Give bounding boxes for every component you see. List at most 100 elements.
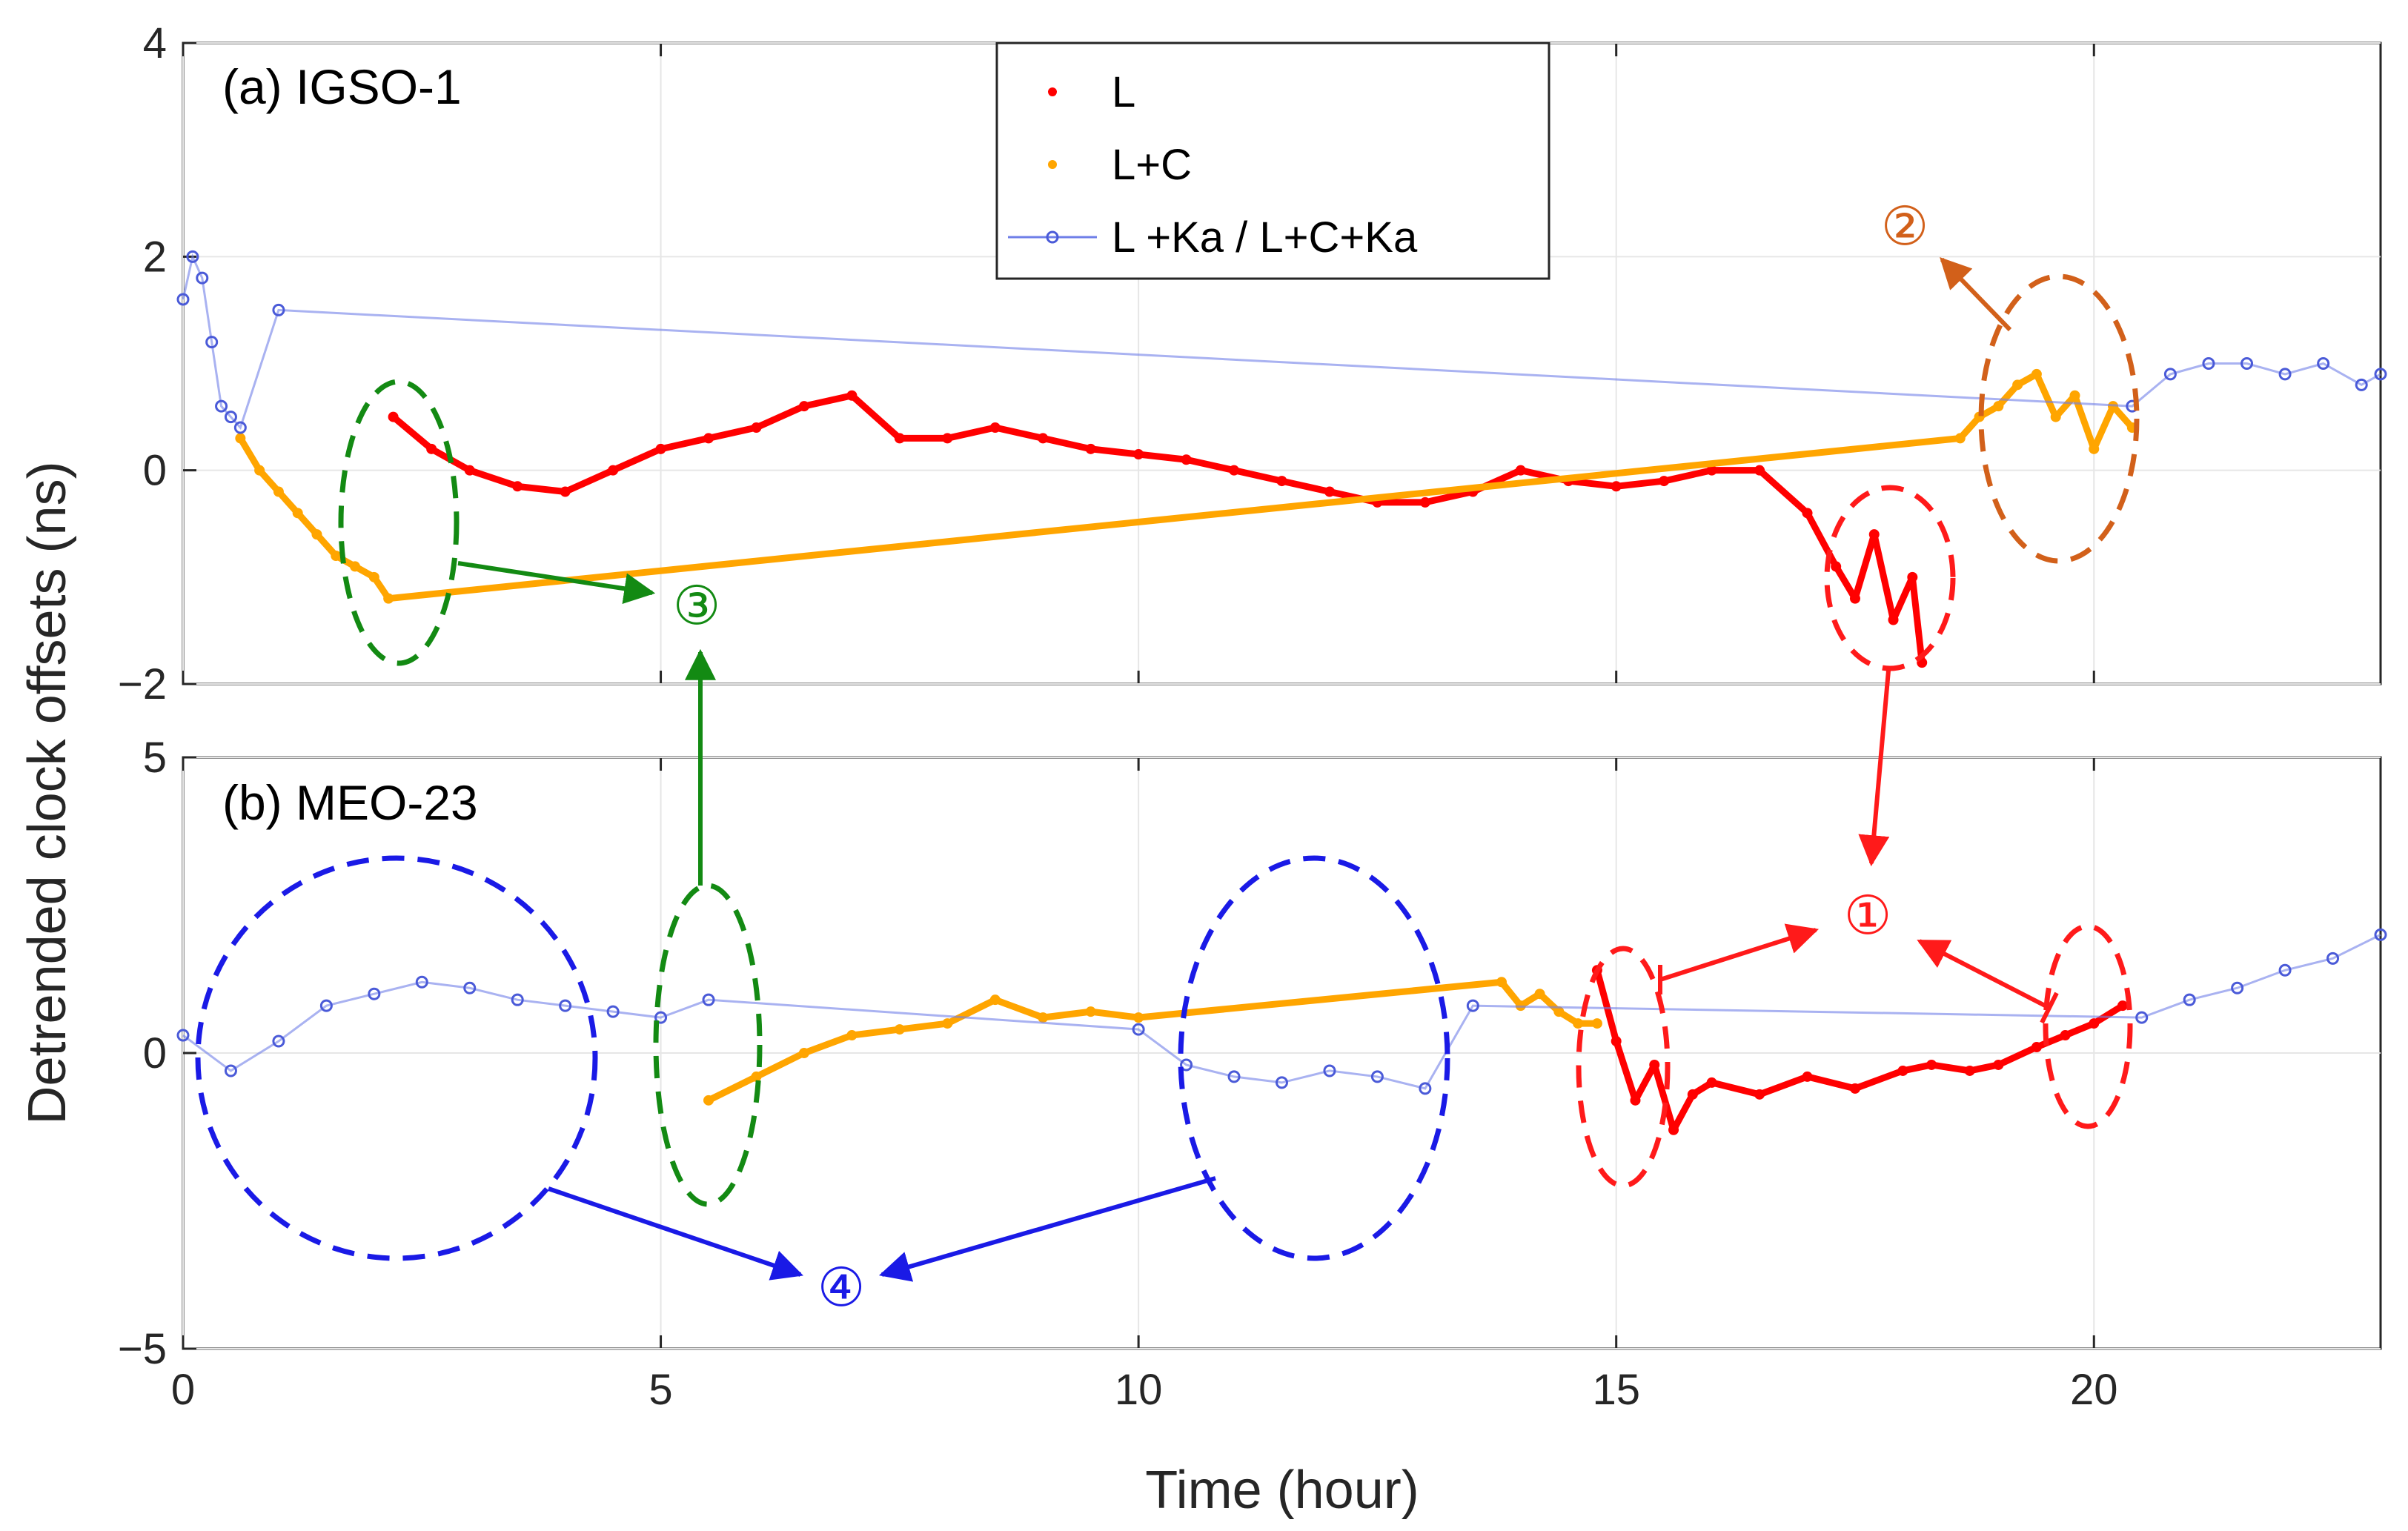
data-point-l [2060, 1030, 2071, 1041]
data-point-lc [1954, 433, 1966, 444]
data-point-ka [2374, 368, 2387, 381]
ellipse-green-b [653, 883, 763, 1207]
y-tick-label: −5 [118, 1325, 167, 1373]
data-point-ka [606, 1005, 620, 1018]
data-point-lc [273, 486, 284, 497]
data-point-lc [1038, 1012, 1049, 1023]
data-point-lc [1591, 1018, 1602, 1029]
data-point-l [464, 465, 475, 476]
data-point-lc [894, 1024, 905, 1035]
data-point-l [1964, 1065, 1975, 1076]
data-point-ka [463, 981, 477, 994]
legend-marker-ka [1046, 230, 1059, 244]
ellipse-blue-a [195, 855, 598, 1261]
panel-a-title: (a) IGSO-1 [222, 59, 462, 114]
y-tick-label: 2 [143, 233, 167, 281]
legend-box [995, 41, 1550, 280]
data-point-ka [224, 1064, 237, 1077]
data-point-l [798, 401, 809, 412]
data-point-l [942, 433, 953, 444]
data-point-lc [331, 551, 342, 561]
arrow-red-c [1917, 939, 2051, 1010]
data-point-l [703, 433, 714, 444]
data-point-l [1849, 1083, 1860, 1094]
x-tick-label: 15 [1592, 1366, 1640, 1414]
data-point-l [655, 443, 666, 454]
legend: L L+C L +Ka / L+C+Ka [995, 41, 1550, 280]
data-point-l [1515, 465, 1526, 476]
data-point-lc [1534, 989, 1545, 1000]
data-point-ka [176, 293, 190, 306]
data-point-lc [1573, 1018, 1584, 1029]
data-point-l [1831, 561, 1842, 572]
data-point-l [1897, 1065, 1908, 1076]
data-point-l [1868, 529, 1880, 540]
data-point-l [1419, 497, 1430, 508]
data-point-l [1649, 1059, 1660, 1070]
data-point-ka [186, 250, 199, 263]
data-point-ka [2231, 981, 2244, 994]
annotations: ③ ① ② ④ [195, 195, 2140, 1318]
data-point-l [1630, 1095, 1641, 1106]
panel-b: −5 0 5 (b) MEO-23 [118, 734, 2387, 1373]
legend-marker-l [1048, 87, 1057, 96]
y-tick-label: −2 [118, 660, 167, 708]
data-point-l [1659, 476, 1670, 487]
legend-label-lc: L+C [1112, 141, 1192, 189]
data-point-lc [703, 1095, 714, 1106]
data-point-l [1754, 465, 1765, 476]
data-point-ka [2240, 357, 2254, 370]
data-point-l [1888, 614, 1899, 625]
data-point-ka [511, 993, 524, 1006]
data-point-l [1706, 465, 1717, 476]
data-point-l [1687, 1089, 1698, 1100]
data-point-lc [311, 529, 322, 540]
data-point-lc [846, 1030, 858, 1041]
ellipse-red-a [1824, 485, 1956, 671]
panel-b-title: (b) MEO-23 [222, 775, 478, 830]
data-point-ka [1132, 1023, 1145, 1036]
data-point-ka [2374, 928, 2387, 941]
data-point-l [2089, 1018, 2100, 1029]
data-point-lc [942, 1018, 953, 1029]
data-point-ka [224, 411, 237, 424]
data-point-l [1993, 1059, 2004, 1070]
arrow-red-a [1858, 670, 1891, 867]
data-point-lc [1496, 977, 1507, 988]
data-point-l [1181, 454, 1192, 465]
series-trace-lc [707, 978, 1597, 1103]
data-point-ka [1276, 1076, 1288, 1089]
data-point-lc [1993, 401, 2004, 412]
data-point-lc [798, 1048, 809, 1058]
y-tick-label: 4 [143, 19, 167, 67]
data-point-ka [176, 1029, 190, 1042]
data-point-l [1706, 1077, 1717, 1088]
data-point-lc [292, 508, 303, 519]
x-axis-label: Time (hour) [1145, 1461, 1419, 1520]
x-tick-labels: 0 5 10 15 20 [171, 1366, 2118, 1414]
data-point-l [1926, 1059, 1937, 1070]
data-point-ka [2202, 357, 2215, 370]
panel-b-y-ticks: −5 0 5 [118, 734, 167, 1373]
panel-a-y-ticks: −2 0 2 4 [118, 19, 167, 708]
legend-label-l: L [1112, 68, 1135, 116]
data-point-ka [272, 303, 285, 316]
arrow-green-a [457, 561, 656, 605]
data-point-ka [319, 999, 333, 1012]
y-axis-label: Detrended clock offsets (ns) [18, 461, 77, 1124]
data-point-ka [415, 975, 428, 989]
data-point-l [1229, 465, 1240, 476]
data-point-ka [205, 336, 219, 349]
y-tick-label: 0 [143, 1029, 167, 1077]
data-point-ka [1419, 1082, 1432, 1095]
x-tick-label: 0 [171, 1366, 195, 1414]
data-point-l [1611, 481, 1622, 492]
data-point-lc [1085, 1006, 1096, 1017]
data-point-ka [2135, 1011, 2149, 1024]
legend-marker-lc [1048, 160, 1057, 169]
data-point-ka [1227, 1070, 1241, 1083]
data-point-l [388, 411, 399, 422]
data-point-l [2031, 1042, 2042, 1053]
annotation-1: ① [1844, 884, 1892, 946]
